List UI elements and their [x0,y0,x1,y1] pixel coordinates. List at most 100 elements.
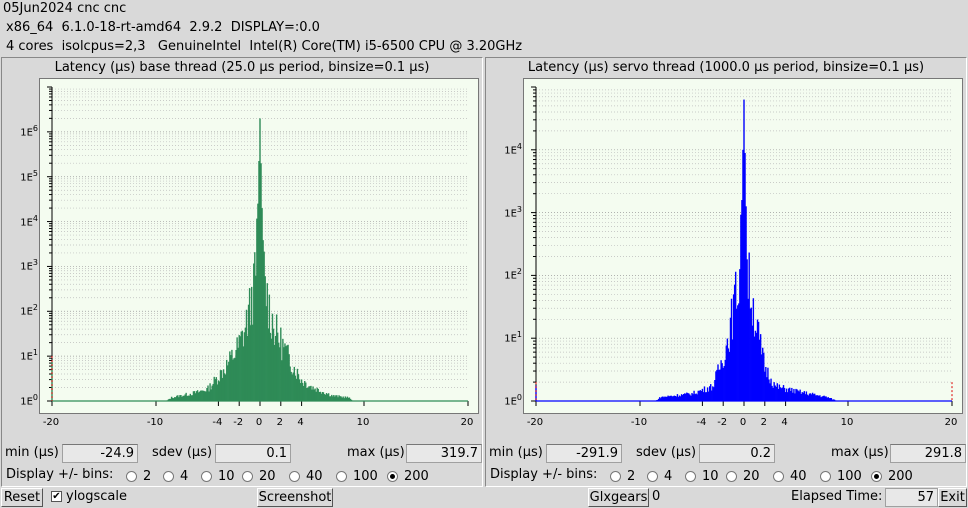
base-bar [167,399,170,401]
base-bar [237,347,239,401]
base-bar [204,391,206,401]
base-bar [295,378,298,401]
base-y-tick-label: 1E3 [20,258,38,273]
base-bar [312,386,314,401]
servo-bar [812,394,815,401]
elapsed-time-value: 57 [885,488,938,507]
base-bar [347,397,350,401]
servo-bar [777,388,780,401]
servo-bar [804,394,807,401]
base-bins-label: Display +/- bins: [6,467,114,482]
base-bins-40-radio[interactable]: 40 [289,469,323,484]
exit-button[interactable]: Exit [938,488,967,507]
servo-bar [802,392,804,401]
base-bar [321,391,324,401]
screenshot-button[interactable]: Screenshot [257,488,333,507]
servo-bar [717,364,719,401]
base-bar [333,395,335,401]
servo-bins-20-radio[interactable]: 20 [726,469,760,484]
servo-bins-2-radio[interactable]: 2 [610,469,635,484]
base-bar [201,390,203,401]
base-bins-100-radio[interactable]: 100 [336,469,378,484]
base-bar [345,397,348,401]
servo-bar [680,394,683,401]
base-bar [257,203,259,401]
servo-bar [670,395,672,401]
base-bar [302,385,305,401]
base-bar [183,395,185,401]
base-bar [195,391,198,401]
base-bar [231,349,233,401]
base-min-value: -24.9 [62,444,138,463]
servo-bar [725,345,728,401]
servo-bar [730,298,733,401]
base-y-tick-label: 1E4 [20,213,38,228]
servo-bar [664,396,666,401]
base-bar [219,370,222,401]
base-bar [293,366,296,401]
base-bar [228,361,230,401]
base-bar [226,359,228,401]
servo-bar [724,359,726,401]
base-bins-4-radio[interactable]: 4 [163,469,188,484]
header-date-host: 05Jun2024 cnc cnc [3,1,127,16]
servo-bar [768,379,770,401]
servo-bins-100-radio[interactable]: 100 [820,469,862,484]
base-bar [235,350,237,401]
servo-bar [705,392,708,401]
base-x-tick-label: -2 [233,417,244,428]
servo-bar [793,388,795,401]
servo-x-tick-label: -10 [630,417,648,428]
base-bins-20-radio[interactable]: 20 [242,469,276,484]
base-bar [265,306,267,401]
base-bar [331,394,333,401]
servo-bar [830,398,833,401]
base-bar [264,276,266,401]
servo-bins-4-radio[interactable]: 4 [647,469,672,484]
base-bar [314,388,316,401]
base-bar [255,275,257,401]
servo-bar [750,307,752,401]
servo-bar [691,392,693,401]
base-bins-2-radio[interactable]: 2 [126,469,151,484]
base-bins-200-radio[interactable]: 200 [387,469,429,484]
servo-bar [737,305,739,401]
servo-bar [803,391,806,401]
base-bar [294,375,297,401]
base-bar [308,386,310,401]
servo-bar [676,394,679,401]
base-bar [292,372,294,401]
servo-bar [780,388,783,401]
servo-y-tick-label: 1E3 [504,204,522,219]
servo-bar [704,392,707,401]
reset-button[interactable]: Reset [1,488,43,507]
base-bar [209,383,211,401]
base-bar [187,395,189,401]
servo-bar [757,321,760,401]
servo-bins-200-radio[interactable]: 200 [871,469,913,484]
servo-bar [817,395,819,401]
ylogscale-checkbox[interactable]: ✔ [51,491,62,502]
servo-bar [714,380,716,401]
base-bar [285,346,287,401]
servo-bins-40-radio[interactable]: 40 [773,469,807,484]
base-bar [278,342,280,401]
servo-bins-10-radio[interactable]: 10 [685,469,719,484]
base-bar [168,398,171,401]
base-y-tick-label: 1E6 [20,123,38,139]
servo-bar [698,390,700,401]
base-bar [340,396,342,401]
base-bar [330,396,332,401]
servo-bar [694,394,696,401]
servo-bar [752,298,755,401]
servo-sdev-value: 0.2 [699,444,775,463]
base-bar [261,208,263,401]
base-bar [220,370,223,401]
servo-max-label: max (µs) [831,445,889,460]
servo-bar [700,390,703,401]
servo-bar [773,382,775,401]
base-y-tick-label: 1E1 [20,348,38,363]
base-bins-10-radio[interactable]: 10 [201,469,235,484]
glxgears-button[interactable]: Glxgears [588,488,649,507]
servo-bar [668,396,670,401]
